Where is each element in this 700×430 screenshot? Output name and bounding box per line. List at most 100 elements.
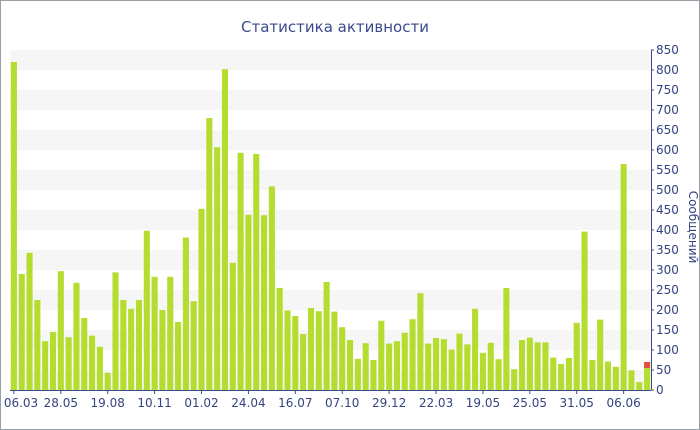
- y-tick-label: 0: [656, 383, 664, 397]
- bar: [386, 343, 393, 390]
- bar: [612, 366, 619, 390]
- bar: [143, 230, 150, 390]
- x-tick-label: 19.05: [466, 396, 500, 410]
- x-tick-label: 07.10: [325, 396, 359, 410]
- bar: [378, 320, 385, 390]
- y-tick-label: 100: [656, 343, 679, 357]
- x-tick-label: 25.05: [513, 396, 547, 410]
- bar: [417, 293, 424, 390]
- y-tick-label: 450: [656, 203, 679, 217]
- grid-band: [10, 90, 651, 110]
- bar: [526, 337, 533, 390]
- bar: [362, 343, 369, 390]
- y-tick-label: 350: [656, 243, 679, 257]
- bar: [518, 340, 526, 390]
- y-tick-label: 600: [656, 143, 679, 157]
- bar: [229, 262, 236, 390]
- bar: [175, 322, 182, 390]
- x-tick-label: 19.08: [91, 396, 125, 410]
- y-tick-label: 200: [656, 303, 679, 317]
- bar: [96, 346, 103, 390]
- bar: [268, 186, 275, 390]
- y-tick-label: 550: [656, 163, 679, 177]
- bar: [276, 288, 283, 390]
- bar-highlight: [644, 362, 651, 368]
- bar: [323, 282, 330, 390]
- grid-band: [10, 250, 651, 270]
- bar: [190, 301, 197, 390]
- bar: [182, 237, 189, 390]
- bar: [550, 357, 557, 390]
- bar: [198, 208, 205, 390]
- bar: [159, 310, 166, 390]
- bar: [42, 341, 49, 390]
- grid-band: [10, 130, 651, 150]
- x-tick-label: 06.06: [606, 396, 640, 410]
- bar: [300, 334, 307, 390]
- bar: [284, 310, 291, 390]
- bar: [331, 311, 338, 390]
- bar: [354, 358, 361, 390]
- bar: [214, 147, 221, 390]
- bar: [503, 288, 510, 390]
- bar: [479, 352, 486, 390]
- bar: [393, 341, 400, 390]
- grid-band: [10, 210, 651, 230]
- bar: [644, 368, 651, 390]
- y-tick-label: 650: [656, 123, 679, 137]
- bar: [464, 344, 471, 390]
- bar: [589, 360, 596, 390]
- y-tick-label: 400: [656, 223, 679, 237]
- y-tick-label: 300: [656, 263, 679, 277]
- bar: [472, 308, 479, 390]
- bars-group: [10, 62, 651, 390]
- bar: [409, 319, 416, 390]
- x-tick-label: 24.04: [231, 396, 265, 410]
- x-tick-label: 28.05: [44, 396, 78, 410]
- bar: [237, 152, 244, 390]
- bar: [26, 252, 33, 390]
- grid-bands: [10, 50, 651, 390]
- x-tick-label: 01.02: [184, 396, 218, 410]
- bar: [18, 274, 25, 390]
- y-tick-label: 250: [656, 283, 679, 297]
- bar: [120, 300, 127, 390]
- x-tick-label: 31.05: [560, 396, 594, 410]
- y-tick-label: 850: [656, 43, 679, 57]
- bar: [511, 369, 518, 390]
- x-tick-label: 16.07: [278, 396, 312, 410]
- bar: [581, 231, 588, 390]
- bar: [597, 319, 604, 390]
- bar: [628, 370, 635, 390]
- y-tick-labels: 0 50 100 150 200 250 300 350 400 450 500 550 600 650 7…: [651, 43, 679, 397]
- bar: [534, 342, 541, 390]
- bar: [401, 332, 408, 390]
- bar: [542, 342, 549, 390]
- bar: [73, 282, 80, 390]
- bar: [573, 322, 580, 390]
- bar: [307, 308, 315, 390]
- bar: [167, 276, 174, 390]
- x-tick-label: 22.03: [419, 396, 453, 410]
- bar: [440, 339, 447, 390]
- bar: [253, 154, 260, 390]
- y-tick-label: 50: [656, 363, 671, 377]
- bar: [221, 69, 229, 390]
- bar: [65, 337, 72, 390]
- bar: [315, 311, 322, 390]
- x-tick-label: 29.12: [372, 396, 406, 410]
- grid-band: [10, 290, 651, 310]
- bar: [89, 335, 96, 390]
- bar: [346, 340, 354, 390]
- x-tick-label: 06.03: [4, 396, 38, 410]
- bar: [104, 372, 111, 390]
- grid-band: [10, 170, 651, 190]
- y-tick-label: 800: [656, 63, 679, 77]
- bar: [604, 361, 612, 390]
- chart-title: Статистика активности: [241, 18, 429, 36]
- bar: [558, 364, 565, 390]
- bar: [245, 214, 252, 390]
- bar: [636, 382, 643, 390]
